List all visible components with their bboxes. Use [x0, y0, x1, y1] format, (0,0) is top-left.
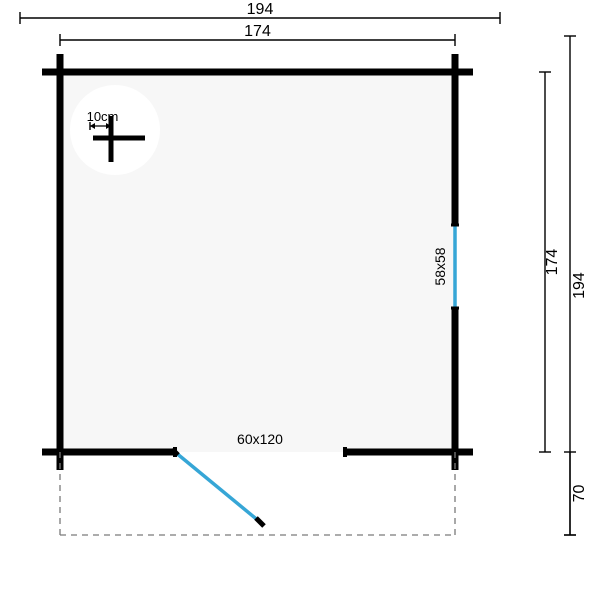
floor-plan-diagram: 194 174 194 174 70 58x58 60x120 10cm: [0, 0, 600, 600]
svg-text:194: 194: [571, 272, 588, 299]
svg-text:194: 194: [247, 1, 274, 18]
svg-text:70: 70: [571, 485, 588, 503]
svg-text:58x58: 58x58: [432, 247, 448, 285]
corner-detail: [70, 85, 160, 175]
svg-text:10cm: 10cm: [87, 109, 119, 124]
svg-text:174: 174: [244, 23, 271, 40]
svg-text:174: 174: [544, 249, 561, 276]
svg-text:60x120: 60x120: [237, 431, 283, 447]
